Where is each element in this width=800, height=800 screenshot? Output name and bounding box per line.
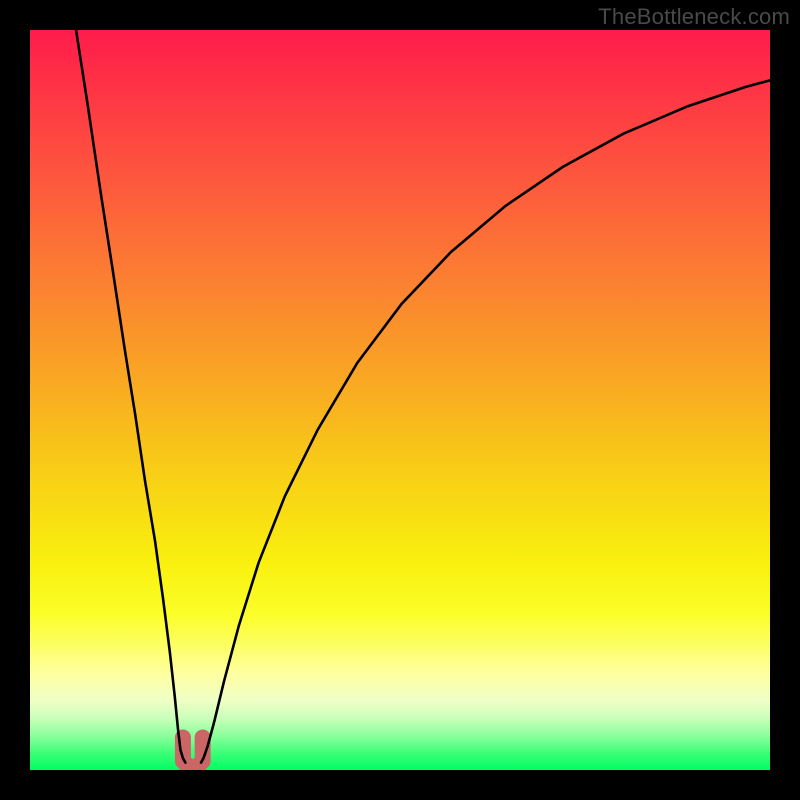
bottleneck-chart xyxy=(0,0,800,800)
chart-stage: TheBottleneck.com xyxy=(0,0,800,800)
heatmap-gradient-background xyxy=(30,30,770,770)
watermark-text: TheBottleneck.com xyxy=(598,4,790,30)
